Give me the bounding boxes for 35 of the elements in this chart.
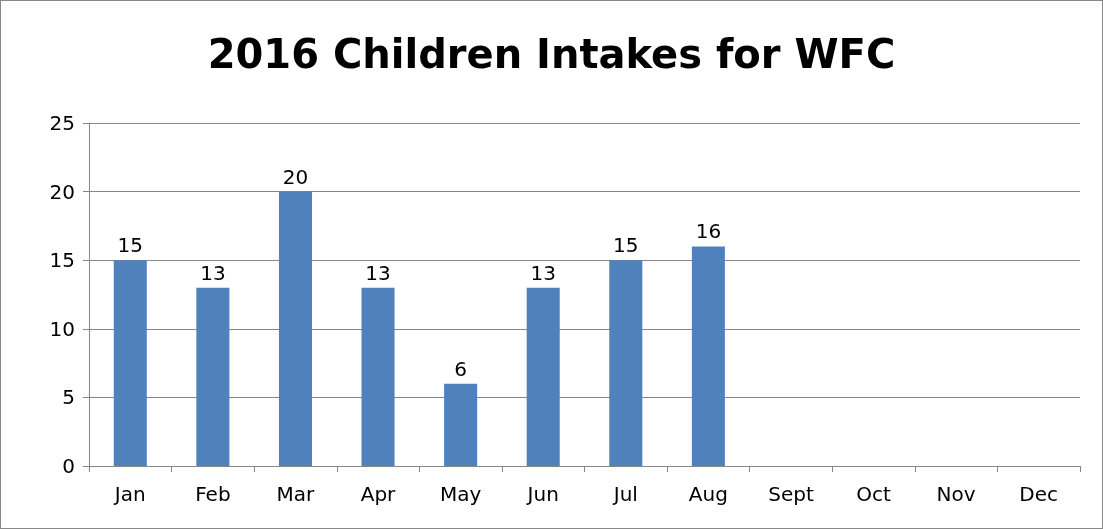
y-tick-label: 15 (49, 248, 75, 273)
bar (691, 246, 725, 466)
y-tick-label: 10 (49, 316, 75, 341)
chart-title: 2016 Children Intakes for WFC (207, 31, 896, 77)
x-tick-label: Nov (936, 482, 976, 506)
data-label: 13 (530, 260, 556, 285)
x-tick-label: Dec (1019, 482, 1059, 506)
x-tick-label: Aug (688, 482, 728, 506)
x-tick-label: Sept (768, 482, 814, 506)
data-label: 13 (365, 260, 391, 285)
data-label: 15 (117, 233, 144, 258)
bar (361, 287, 395, 466)
bar (113, 260, 147, 466)
x-tick-label: Oct (856, 482, 891, 506)
data-label: 6 (454, 356, 467, 381)
data-label: 13 (200, 260, 226, 285)
x-tick-label: Jan (112, 482, 146, 506)
y-tick-label: 5 (62, 385, 75, 410)
x-tick-label: Feb (195, 482, 231, 506)
bar (196, 287, 230, 466)
data-label: 15 (613, 233, 639, 258)
bar (609, 260, 643, 466)
x-tick-label: Apr (360, 482, 397, 506)
bar (444, 383, 478, 466)
x-tick-label: May (439, 482, 482, 506)
x-tick-label: Mar (276, 482, 316, 506)
data-label: 16 (695, 219, 722, 244)
data-label: 20 (282, 164, 309, 189)
y-tick-label: 25 (49, 111, 75, 135)
bar (278, 191, 312, 466)
x-tick-label: Jun (525, 482, 559, 506)
bar (526, 287, 560, 466)
x-tick-label: Jul (611, 482, 638, 506)
y-tick-label: 20 (49, 179, 75, 204)
y-tick-label: 0 (62, 454, 75, 478)
